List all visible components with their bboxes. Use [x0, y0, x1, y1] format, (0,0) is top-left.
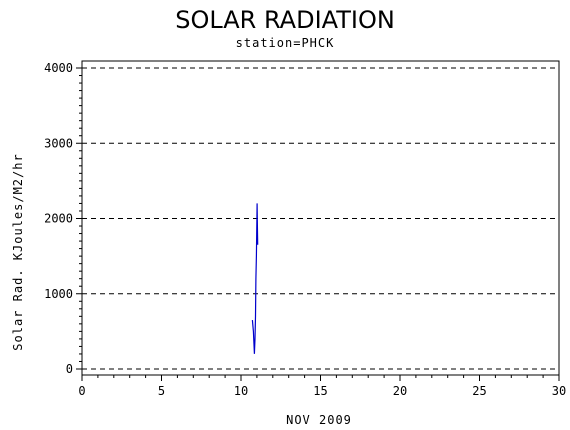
y-tick-label: 3000 — [44, 136, 73, 150]
x-tick-label: 10 — [234, 384, 248, 398]
x-axis-label: NOV 2009 — [286, 413, 352, 427]
y-tick-label: 1000 — [44, 287, 73, 301]
x-tick-label: 25 — [472, 384, 486, 398]
chart-subtitle: station=PHCK — [235, 36, 335, 50]
y-tick-label: 0 — [66, 362, 73, 376]
y-axis-label: Solar Rad. KJoules/M2/hr — [11, 153, 25, 350]
y-tick-label: 2000 — [44, 212, 73, 226]
y-tick-label: 4000 — [44, 61, 73, 75]
x-tick-label: 15 — [313, 384, 327, 398]
x-tick-label: 0 — [78, 384, 85, 398]
x-tick-label: 30 — [552, 384, 566, 398]
x-tick-label: 5 — [158, 384, 165, 398]
series-line — [251, 203, 259, 354]
chart-title: SOLAR RADIATION — [175, 6, 395, 34]
x-tick-label: 20 — [393, 384, 407, 398]
